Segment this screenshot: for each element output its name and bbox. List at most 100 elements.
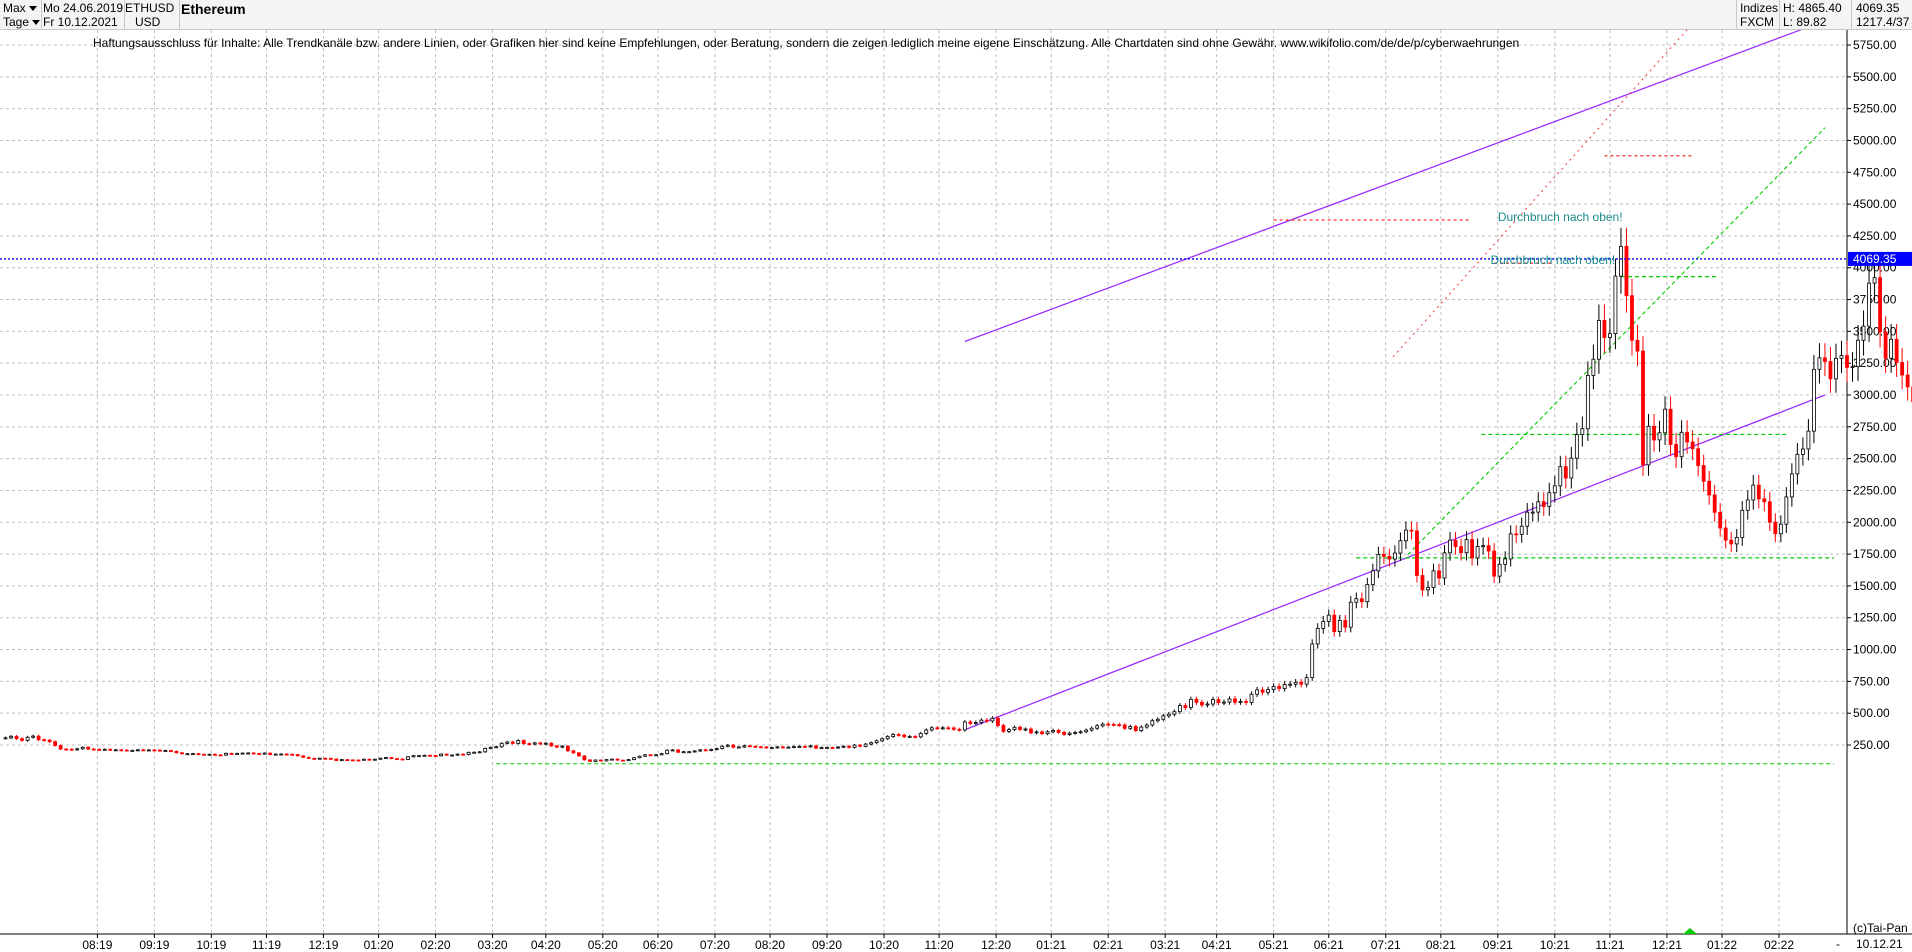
candle-body [797,746,802,748]
high-low-panel: H: 4865.40 L: 89.82 [1780,0,1852,30]
candle-body [1608,333,1612,338]
x-tick-label: 06:21 [1314,938,1344,952]
scroll-marker[interactable]: - [1836,937,1840,951]
title-panel: Ethereum [180,0,1737,30]
x-tick-label: 05:20 [588,938,618,952]
candle-body [781,746,785,749]
current-price-label: 4069.35 [1853,252,1897,266]
candle-body [395,758,399,761]
candle-body [240,752,245,755]
y-tick-label: 5500.00 [1853,70,1897,84]
candle-body [1222,701,1226,704]
candle-body [1398,540,1403,554]
y-tick-label: 4750.00 [1853,165,1897,179]
candle-body [973,722,978,724]
candle-body [1784,496,1789,525]
date-panel: Mo 24.06.2019 Fr 10.12.2021 [42,0,125,30]
candle-body [803,746,807,748]
y-tick-label: 2000.00 [1853,515,1897,529]
x-tick-label: 11:19 [252,938,281,952]
candle-body [42,739,47,742]
candle-body [1062,732,1066,735]
x-tick-label: 12:19 [308,938,338,952]
candle-body [913,736,918,738]
candle-body [350,759,355,762]
x-tick-label: 09:20 [812,938,842,952]
candle-body [1850,366,1855,368]
candle-body [86,746,91,750]
candle-body [1100,723,1105,727]
candle-body [676,749,681,753]
candle-body [1514,533,1519,536]
range-dropdown[interactable]: Max [3,1,37,15]
candle-body [102,748,107,751]
grid-lines [0,30,1847,934]
candle-body [1337,620,1342,633]
x-tick-label: 01:22 [1707,938,1737,952]
candle-body [450,754,455,757]
candle-body [273,753,278,756]
candle-body [1525,511,1530,527]
exchange-panel: Indizes FXCM [1737,0,1780,30]
candle-body [1392,552,1397,560]
candle-body [792,746,796,749]
y-tick-label: 1250.00 [1853,611,1897,625]
candle-body [75,748,80,751]
unit-dropdown[interactable]: Tage [3,15,40,29]
candle-body [1883,331,1888,359]
candle-body [130,750,135,752]
candle-body [510,741,515,744]
candle-body [962,721,967,731]
candle-body [36,735,41,741]
candle-body [135,749,140,752]
candle-body [163,750,168,752]
x-tick-label: 12:20 [981,938,1011,952]
candle-body [648,754,653,757]
candle-body [1723,527,1728,541]
candle-body [1541,501,1546,507]
candle-body [996,717,1000,726]
candle-body [1679,431,1684,458]
candle-body [455,753,460,756]
candle-body [940,727,945,730]
candle-body [720,745,725,749]
candle-body [1150,720,1155,726]
candle-body [306,756,311,759]
x-tick-label: 01:21 [1036,938,1066,952]
candle-body [1078,731,1083,734]
candle-body [1084,729,1089,733]
candle-body [1574,434,1579,459]
candle-body [830,747,835,749]
candle-body [428,754,432,757]
candle-body [1211,699,1215,705]
candle-body [1674,444,1678,458]
candle-body [1613,275,1618,335]
candle-body [1111,723,1116,726]
trend-channel-upper [964,20,1826,343]
candle-body [235,753,239,755]
candle-body [20,738,24,741]
candle-body [422,754,427,757]
candle-body [841,745,846,748]
high-value: H: 4865.40 [1783,1,1842,15]
candle-body [461,753,466,756]
candle-body [1492,550,1497,577]
candle-body [1348,601,1353,628]
candle-body [1437,570,1441,579]
candle-body [714,748,719,750]
candle-body [169,750,173,752]
candle-body [1139,726,1144,731]
candle-body [891,734,896,737]
candle-body [654,754,658,757]
y-tick-label: 1750.00 [1853,547,1897,561]
candle-body [433,755,438,757]
candle-body [1266,689,1270,693]
candle-body [317,757,322,760]
candle-body [1839,355,1844,359]
candle-body [1817,357,1822,370]
candle-body [896,734,901,736]
candle-body [1310,643,1315,678]
candle-body [290,753,295,756]
